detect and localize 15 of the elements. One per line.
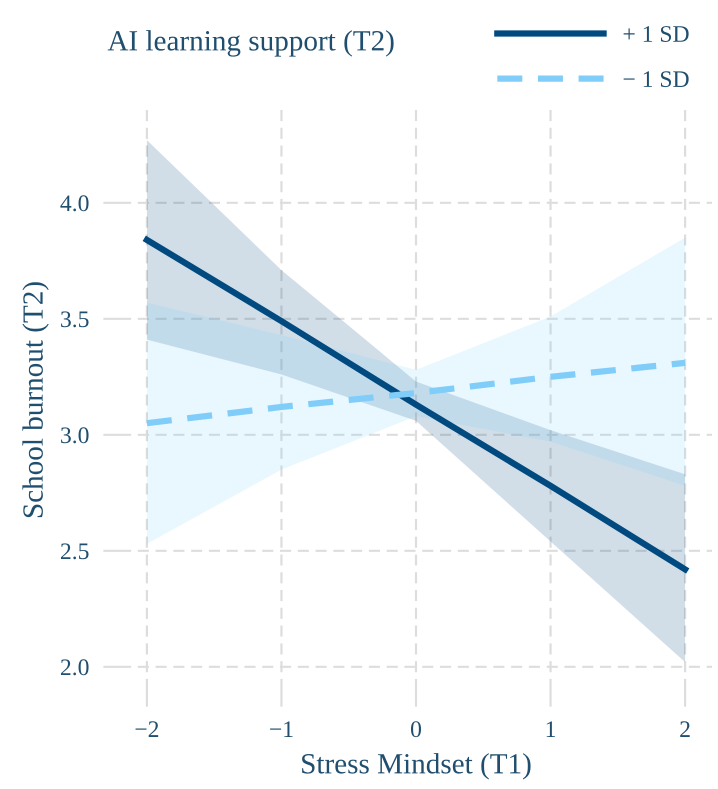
legend-label: + 1 SD xyxy=(624,26,689,42)
legend-title: AI learning support (T2) xyxy=(108,30,394,57)
y-tick-label: 2.5 xyxy=(60,543,89,560)
legend-label: − 1 SD xyxy=(624,71,689,88)
x-tick-label: −1 xyxy=(270,721,293,737)
y-tick-label: 3.5 xyxy=(61,311,89,328)
x-tick-label: −2 xyxy=(136,721,158,737)
y-tick-label: 3.0 xyxy=(61,427,89,444)
x-tick-label: 1 xyxy=(546,721,556,737)
y-tick-label: 2.0 xyxy=(60,659,89,676)
y-axis-title: School burnout (T2) xyxy=(22,282,49,518)
x-tick-label: 2 xyxy=(680,721,690,737)
y-tick-label: 4.0 xyxy=(60,195,89,212)
x-axis-title: Stress Mindset (T1) xyxy=(302,753,531,780)
x-tick-label: 0 xyxy=(410,721,422,738)
